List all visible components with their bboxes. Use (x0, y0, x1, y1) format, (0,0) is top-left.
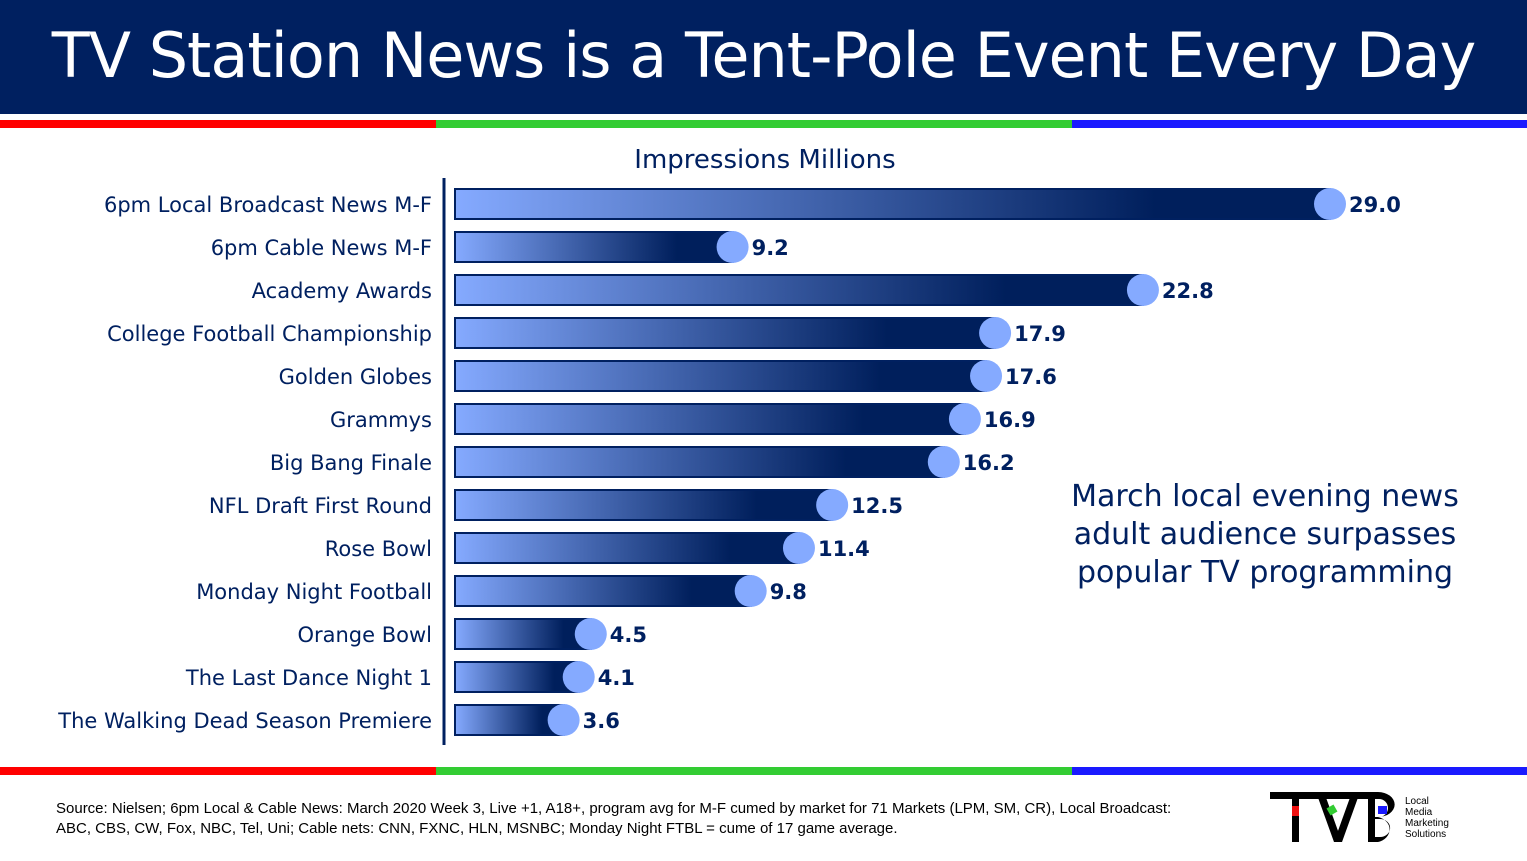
bar-end-dot (716, 231, 749, 263)
category-label: Big Bang Finale (270, 451, 432, 475)
color-stripe-bottom (0, 767, 1527, 775)
svg-text:Marketing: Marketing (1405, 818, 1449, 829)
data-label: 11.4 (818, 537, 870, 561)
bar (454, 188, 1331, 220)
data-label: 16.9 (984, 408, 1036, 432)
svg-text:Solutions: Solutions (1405, 829, 1446, 840)
category-label: Academy Awards (252, 279, 432, 303)
category-label: Orange Bowl (297, 623, 432, 647)
bar-end-dot (547, 704, 580, 736)
bar-end-dot (970, 360, 1003, 392)
page-title: TV Station News is a Tent-Pole Event Eve… (0, 0, 1527, 114)
bar-end-dot (734, 575, 767, 607)
category-label: 6pm Local Broadcast News M-F (104, 193, 432, 217)
category-label: Rose Bowl (325, 537, 432, 561)
data-label: 29.0 (1349, 193, 1401, 217)
category-label: 6pm Cable News M-F (211, 236, 432, 260)
category-label: The Last Dance Night 1 (185, 666, 432, 690)
bar (454, 403, 966, 435)
callout-note: March local evening news adult audience … (1071, 479, 1459, 590)
data-label: 12.5 (851, 494, 903, 518)
category-label: Grammys (330, 408, 432, 432)
bar (454, 618, 592, 650)
data-label: 17.9 (1014, 322, 1066, 346)
svg-text:Local: Local (1405, 796, 1429, 807)
bar (454, 575, 752, 607)
bar (454, 489, 834, 521)
category-label: NFL Draft First Round (209, 494, 432, 518)
bar-end-dot (782, 532, 815, 564)
bar-end-dot (948, 403, 981, 435)
bar (454, 532, 800, 564)
bar-end-dot (562, 661, 595, 693)
data-label: 9.2 (752, 236, 789, 260)
bar (454, 317, 997, 349)
bar (454, 274, 1144, 306)
category-label: Monday Night Football (196, 580, 432, 604)
bar-end-dot (979, 317, 1012, 349)
bar-end-dot (816, 489, 849, 521)
chart-title: Impressions Millions (634, 145, 895, 175)
category-label: College Football Championship (107, 322, 432, 346)
data-label: 16.2 (963, 451, 1015, 475)
bar (454, 661, 580, 693)
bar (454, 360, 988, 392)
data-label: 9.8 (770, 580, 807, 604)
data-label: 4.5 (610, 623, 647, 647)
category-label: The Walking Dead Season Premiere (57, 709, 432, 733)
bar-end-dot (574, 618, 607, 650)
bar (454, 231, 734, 263)
data-label: 4.1 (598, 666, 635, 690)
svg-text:Media: Media (1405, 807, 1433, 818)
category-label: Golden Globes (279, 365, 432, 389)
data-label: 17.6 (1005, 365, 1057, 389)
source-note: Source: Nielsen; 6pm Local & Cable News:… (56, 800, 1172, 837)
bar-end-dot (1126, 274, 1159, 306)
bar-end-dot (1314, 188, 1346, 220)
bar-end-dot (927, 446, 960, 478)
color-stripe-top (0, 120, 1527, 128)
data-label: 3.6 (583, 709, 620, 733)
bar (454, 446, 945, 478)
bar-chart: Impressions Millions 6pm Local Broadcast… (57, 145, 1401, 745)
bar (454, 704, 565, 736)
data-label: 22.8 (1162, 279, 1214, 303)
